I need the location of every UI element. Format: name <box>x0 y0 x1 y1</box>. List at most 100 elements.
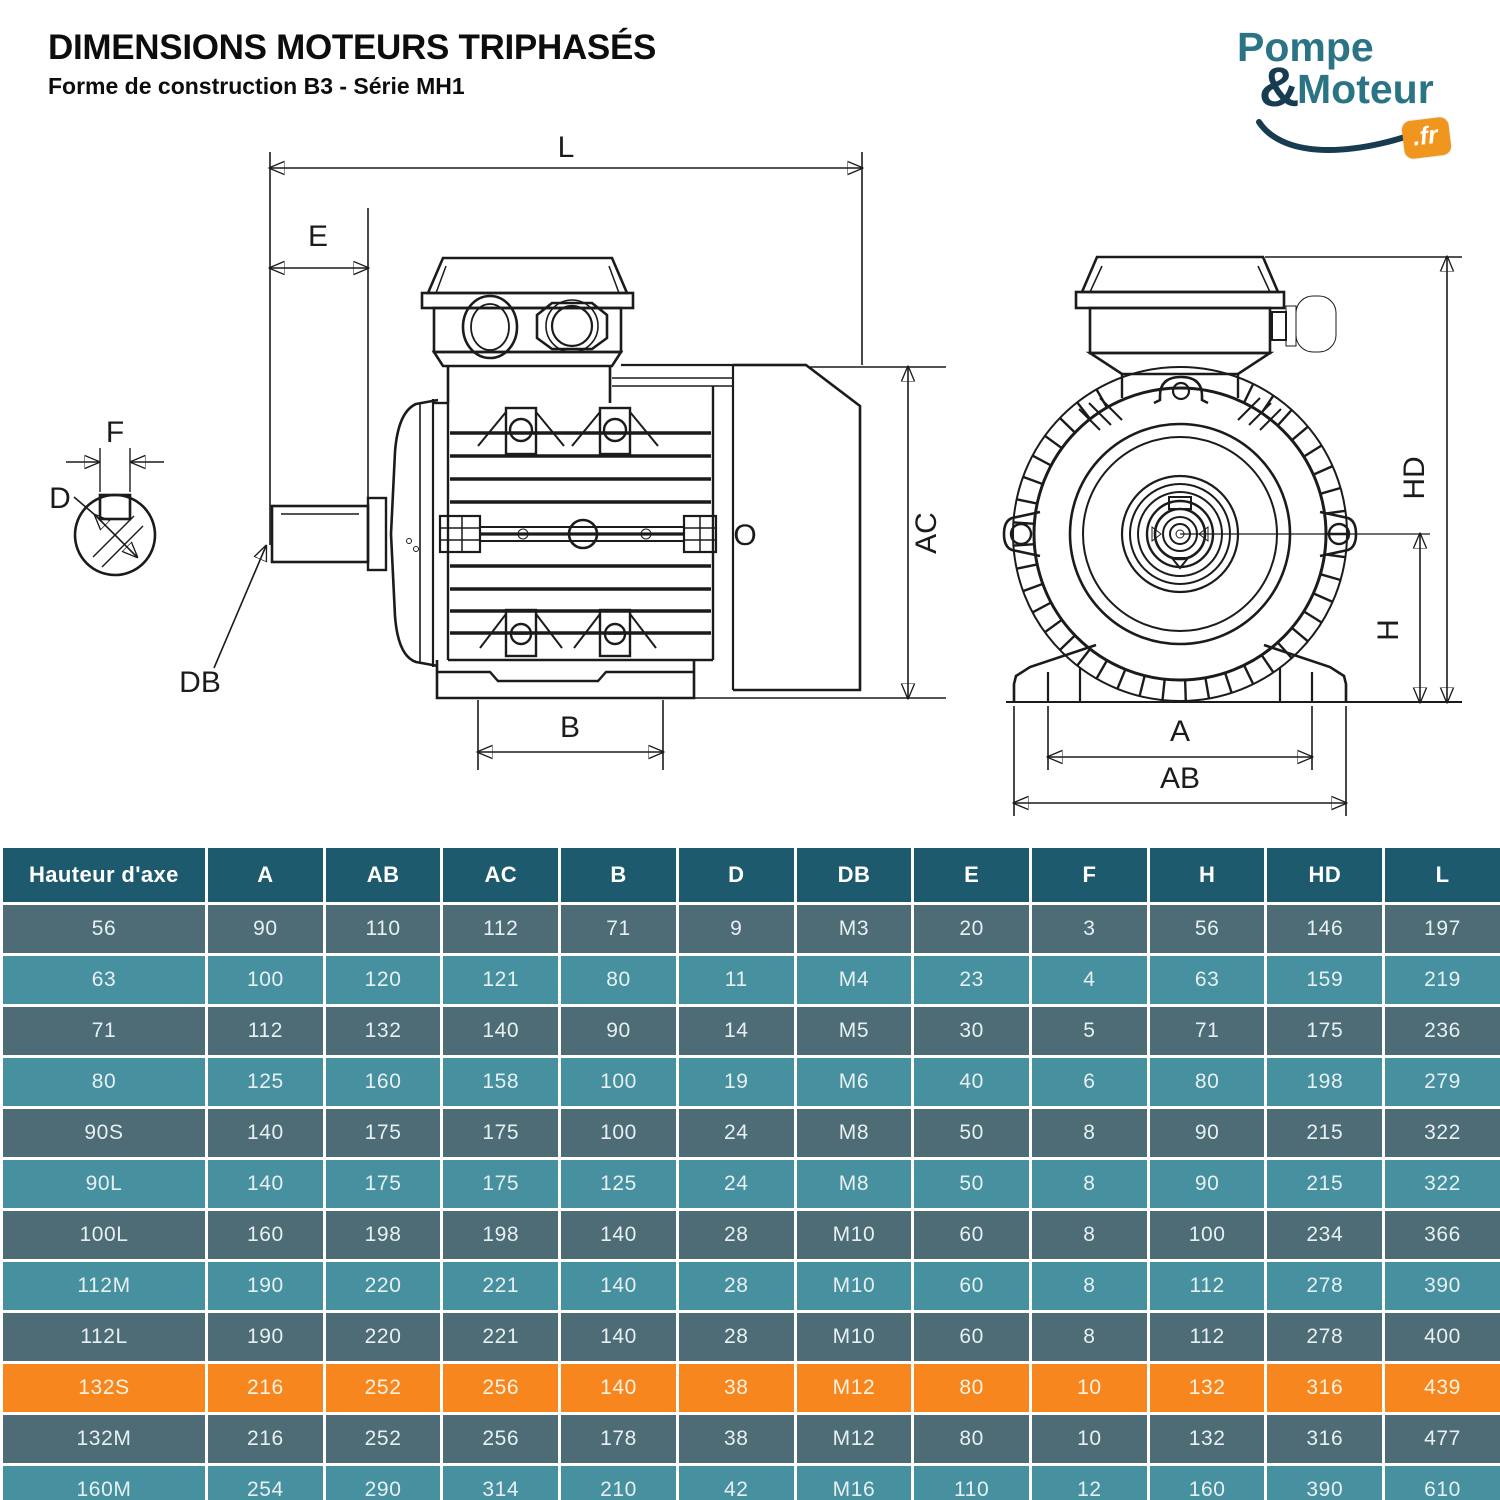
dimension-cell: 278 <box>1264 1310 1386 1364</box>
dimension-cell: 140 <box>558 1208 679 1262</box>
dimension-cell: 390 <box>1382 1259 1500 1313</box>
dim-label-hd: HD <box>1398 456 1431 499</box>
dim-A: A <box>1048 706 1312 770</box>
dimension-cell: 198 <box>322 1208 444 1262</box>
dim-label-d: D <box>49 482 71 515</box>
dimension-cell: 158 <box>440 1055 562 1109</box>
dimension-cell: 125 <box>558 1157 679 1211</box>
dimension-cell: 10 <box>1029 1412 1150 1466</box>
table-header-row: Hauteur d'axe A AB AC B D DB E F H HD L <box>0 845 1500 905</box>
dimension-cell: 90 <box>205 902 326 956</box>
dimension-cell: 100 <box>1146 1208 1268 1262</box>
table-body: 56 90 110 112 71 9 M3 20 3 56 146 197 63 100 120 121 80 1… <box>0 902 1500 1500</box>
face-rings <box>1068 422 1430 646</box>
dimension-cell: 112 <box>1146 1259 1268 1313</box>
dimension-cell: 254 <box>205 1463 326 1500</box>
table-row: 90S 140 175 175 100 24 M8 50 8 90 215 322 <box>0 1106 1500 1160</box>
dimension-cell: 160 <box>205 1208 326 1262</box>
dimension-cell: 71 <box>558 902 679 956</box>
dimension-cell: 256 <box>440 1412 562 1466</box>
dimension-cell: 80 <box>911 1412 1033 1466</box>
dim-E: E <box>270 208 368 506</box>
dimension-cell: 8 <box>1029 1208 1150 1262</box>
dimension-cell: 140 <box>558 1361 679 1415</box>
dimension-cell: 28 <box>675 1259 797 1313</box>
column-header: B <box>558 845 679 905</box>
technical-drawing: L E F D <box>49 131 1462 816</box>
dimension-cell: 390 <box>1264 1463 1386 1500</box>
row-label: 132S <box>0 1361 208 1415</box>
dimension-cell: 14 <box>675 1004 797 1058</box>
dimension-cell: 160 <box>1146 1463 1268 1500</box>
dim-label-h: H <box>1372 619 1405 641</box>
dimension-cell: 234 <box>1264 1208 1386 1262</box>
dimension-cell: 279 <box>1382 1055 1500 1109</box>
dimension-cell: 38 <box>675 1412 797 1466</box>
dimension-cell: 38 <box>675 1361 797 1415</box>
dimension-cell: 252 <box>322 1361 444 1415</box>
table-row: 112M 190 220 221 140 28 M10 60 8 112 278 390 <box>0 1259 1500 1313</box>
dimension-cell: 40 <box>911 1055 1033 1109</box>
dimension-cell: 221 <box>440 1259 562 1313</box>
dimension-cell: 146 <box>1264 902 1386 956</box>
dimension-cell: 50 <box>911 1106 1033 1160</box>
gland-cap <box>1285 305 1297 347</box>
dim-B: B <box>478 700 663 770</box>
dimension-cell: 63 <box>1146 953 1268 1007</box>
dim-label-a: A <box>1170 715 1190 748</box>
dimension-cell: 215 <box>1264 1157 1386 1211</box>
dimension-cell: 210 <box>558 1463 679 1500</box>
dimension-cell: 252 <box>322 1412 444 1466</box>
row-label: 90L <box>0 1157 208 1211</box>
dimension-cell: M8 <box>793 1157 915 1211</box>
dimension-cell: 316 <box>1264 1412 1386 1466</box>
dimension-cell: 28 <box>675 1310 797 1364</box>
dimension-cell: 221 <box>440 1310 562 1364</box>
dim-label-ab: AB <box>1160 762 1200 795</box>
column-header: AC <box>440 845 562 905</box>
dimension-cell: 112 <box>1146 1310 1268 1364</box>
dimension-cell: 80 <box>1146 1055 1268 1109</box>
dimension-cell: 220 <box>322 1310 444 1364</box>
column-header: HD <box>1264 845 1386 905</box>
logo-word-pompe: Pompe <box>1237 24 1374 70</box>
dimension-cell: 197 <box>1382 902 1500 956</box>
dimension-cell: 90 <box>1146 1106 1268 1160</box>
gland-flange <box>1271 311 1287 341</box>
dimension-cell: 190 <box>205 1259 326 1313</box>
row-label: 132M <box>0 1412 208 1466</box>
column-header: F <box>1029 845 1150 905</box>
column-header: AB <box>322 845 444 905</box>
title-block: DIMENSIONS MOTEURS TRIPHASÉS Forme de co… <box>48 28 656 100</box>
dimension-cell: 80 <box>911 1361 1033 1415</box>
table-row: 56 90 110 112 71 9 M3 20 3 56 146 197 <box>0 902 1500 956</box>
dimension-cell: 8 <box>1029 1157 1150 1211</box>
dimension-cell: 50 <box>911 1157 1033 1211</box>
dimension-cell: 23 <box>911 953 1033 1007</box>
dim-H: H <box>1372 534 1420 702</box>
dimension-cell: 322 <box>1382 1157 1500 1211</box>
dim-AB: AB <box>1014 706 1346 816</box>
dimension-cell: 140 <box>440 1004 562 1058</box>
dimension-cell: 42 <box>675 1463 797 1500</box>
dimension-cell: 60 <box>911 1310 1033 1364</box>
dimension-cell: 216 <box>205 1361 326 1415</box>
dimension-cell: 610 <box>1382 1463 1500 1500</box>
dimension-cell: 278 <box>1264 1259 1386 1313</box>
dimension-cell: 316 <box>1264 1361 1386 1415</box>
dimension-cell: 3 <box>1029 902 1150 956</box>
dim-L: L <box>270 131 862 545</box>
dimension-cell: M12 <box>793 1412 915 1466</box>
dimension-cell: 19 <box>675 1055 797 1109</box>
table-row: 63 100 120 121 80 11 M4 23 4 63 159 219 <box>0 953 1500 1007</box>
dimension-cell: 24 <box>675 1106 797 1160</box>
dimension-cell: 71 <box>1146 1004 1268 1058</box>
dimension-cell: 140 <box>558 1310 679 1364</box>
dimension-cell: 132 <box>322 1004 444 1058</box>
dimension-cell: 220 <box>322 1259 444 1313</box>
row-label: 112M <box>0 1259 208 1313</box>
eye-bolt <box>1153 375 1209 405</box>
dimension-cell: 6 <box>1029 1055 1150 1109</box>
dimension-cell: 366 <box>1382 1208 1500 1262</box>
